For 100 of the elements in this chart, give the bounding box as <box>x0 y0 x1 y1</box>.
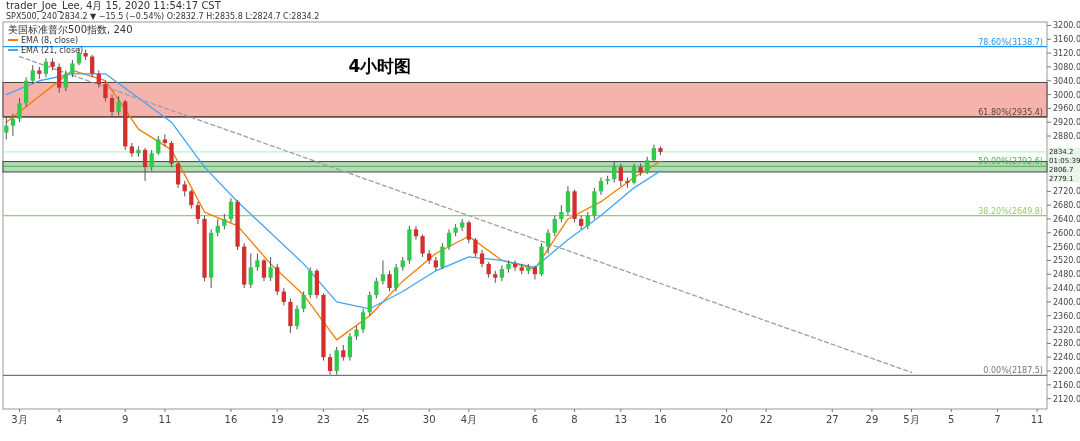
legend-label: EMA (8, close) <box>21 36 78 45</box>
candlestick <box>248 253 253 289</box>
ref-line-label: 61.80%(2935.4) <box>978 107 1043 117</box>
ref-line-label: 78.60%(3138.7) <box>978 37 1043 47</box>
candlestick <box>17 97 22 123</box>
candlestick <box>612 161 617 184</box>
legend-label: EMA (21, close) <box>21 46 84 55</box>
y-tick-label: 2280.0 <box>1053 339 1080 349</box>
y-tick-label: 3160.0 <box>1053 35 1080 45</box>
candlestick <box>347 332 353 362</box>
y-tick-label: 3000.0 <box>1053 90 1080 100</box>
candlestick <box>4 116 9 140</box>
x-tick-label: 29 <box>865 414 879 425</box>
candlestick <box>261 258 267 282</box>
y-tick-label: 2480.0 <box>1053 270 1080 280</box>
candlestick <box>156 135 161 156</box>
x-tick-label: 16 <box>224 414 238 425</box>
candlestick <box>10 113 16 137</box>
x-tick-label: 9 <box>122 414 129 425</box>
legend-title: 美国标准普尔500指数, 240 <box>8 24 133 35</box>
candlestick <box>103 80 108 102</box>
candlestick <box>420 234 425 258</box>
text: SPX500, 240 2834.2 ▼ −15.5 (−0.54%) O:2832.7 H:2835.8 L:2824.7 C:2834.2 <box>6 12 320 21</box>
ref-line-label: 38.20%(2649.8) <box>978 206 1043 216</box>
x-tick-label: 20 <box>720 414 733 425</box>
candlestick <box>413 225 419 241</box>
candlestick <box>63 69 68 92</box>
x-tick-label: 5 <box>948 414 955 425</box>
candlestick <box>440 242 445 270</box>
candlestick <box>294 304 300 331</box>
y-tick-label: 2720.0 <box>1053 187 1080 197</box>
candlestick <box>142 147 148 182</box>
x-tick-label: 11 <box>158 414 172 425</box>
x-tick-label: 5月 <box>903 414 920 425</box>
y-tick-label: 2600.0 <box>1053 228 1080 238</box>
x-tick-label: 23 <box>317 414 330 425</box>
candlestick <box>565 185 571 216</box>
candlestick <box>618 163 623 187</box>
x-tick-label: 7 <box>994 414 1001 425</box>
y-tick-label: 2320.0 <box>1053 325 1080 335</box>
candlestick <box>43 57 49 78</box>
candlestick <box>327 353 333 375</box>
y-tick-label: 2960.0 <box>1053 104 1080 114</box>
text: 4小时图 <box>348 56 412 76</box>
y-tick-label: 3080.0 <box>1053 62 1080 72</box>
y-tick-label: 2400.0 <box>1053 297 1080 307</box>
candlestick <box>30 64 35 85</box>
x-tick-label: 4月 <box>460 414 478 425</box>
candlestick <box>380 259 386 286</box>
y-tick-label: 3040.0 <box>1053 76 1080 86</box>
candlestick <box>367 291 372 317</box>
x-tick-label: 19 <box>270 414 284 425</box>
x-tick-label: 6 <box>531 414 539 425</box>
candlestick <box>169 140 174 168</box>
candlestick <box>90 54 95 78</box>
candlestick <box>228 197 234 223</box>
candlestick <box>625 176 630 189</box>
y-tick-label: 2160.0 <box>1053 380 1080 390</box>
x-tick-label: 25 <box>356 414 370 425</box>
ref-line-label: 0.00%(2187.5) <box>983 366 1043 376</box>
x-tick-label: 27 <box>825 414 839 425</box>
candlestick <box>162 133 168 147</box>
candlestick <box>374 277 379 299</box>
y-tick-label: 2440.0 <box>1053 284 1080 294</box>
candlestick <box>268 256 273 282</box>
x-tick-label: 8 <box>571 414 578 425</box>
candlestick <box>446 228 452 251</box>
y-tick-label: 2520.0 <box>1053 256 1080 266</box>
x-tick-label: 3月 <box>11 414 28 425</box>
candlestick <box>387 270 392 293</box>
y-tick-label: 2200.0 <box>1053 366 1080 376</box>
candlestick <box>631 163 637 185</box>
candlestick <box>360 308 366 334</box>
y-tick-label: 3200.0 <box>1053 21 1080 31</box>
x-tick-label: 11 <box>1030 414 1044 425</box>
x-tick-label: 16 <box>654 414 667 425</box>
candlestick <box>334 346 339 375</box>
ref-line-label: 50.00%(2792.6) <box>978 157 1043 167</box>
y-tick-label: 2920.0 <box>1053 118 1080 128</box>
y-tick-label: 2360.0 <box>1053 311 1080 321</box>
y-tick-label: 2640.0 <box>1053 214 1080 224</box>
x-tick-label: 13 <box>614 414 628 425</box>
x-tick-label: 4 <box>55 414 63 425</box>
y-tick-label: 2880.0 <box>1053 132 1080 142</box>
candlestick <box>466 220 471 244</box>
y-tick-label: 2560.0 <box>1053 242 1080 252</box>
x-tick-label: 30 <box>422 414 436 425</box>
candlestick <box>195 201 201 225</box>
candlestick <box>23 76 29 108</box>
candlestick <box>57 62 62 94</box>
candlestick <box>394 263 399 293</box>
candlestick <box>552 215 557 237</box>
candlestick <box>149 149 154 172</box>
candlestick <box>545 228 551 255</box>
y-tick-label: 2120.0 <box>1053 394 1080 404</box>
candlestick <box>109 94 115 118</box>
candlestick <box>301 291 306 313</box>
candlestick <box>473 237 478 258</box>
y-tick-label: 2680.0 <box>1053 201 1080 211</box>
candlestick <box>189 189 194 210</box>
